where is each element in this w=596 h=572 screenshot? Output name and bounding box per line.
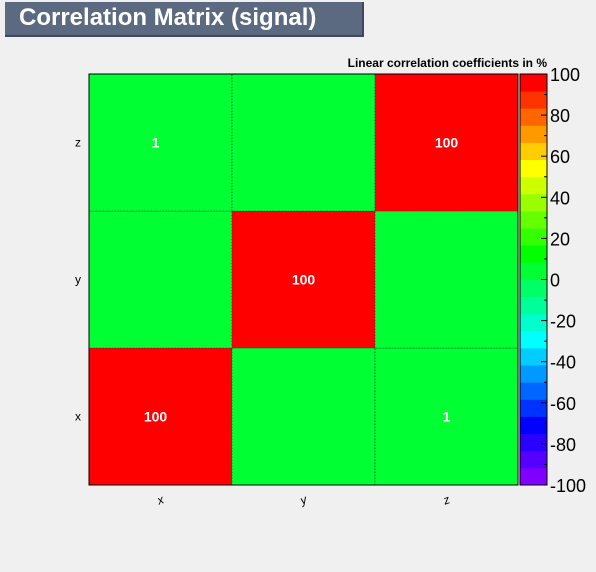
chart-title: Linear correlation coefficients in % xyxy=(348,56,548,70)
colorbar-tick-label: 40 xyxy=(550,188,570,208)
colorbar-segment xyxy=(520,142,547,161)
colorbar-segment xyxy=(520,313,547,332)
colorbar-segment xyxy=(520,348,547,366)
colorbar-segment xyxy=(520,433,547,452)
colorbar-segment xyxy=(520,382,547,400)
colorbar-segment xyxy=(520,365,547,383)
y-tick-label-z: z xyxy=(75,136,81,150)
cell-labels: 100 1 100 1 100 xyxy=(144,135,459,425)
colorbar-segment xyxy=(520,279,547,298)
colorbar-segment xyxy=(520,228,547,246)
cell-label-z-z: 100 xyxy=(435,135,459,151)
colorbar-segment xyxy=(520,245,547,263)
colorbar-tick-label: 60 xyxy=(550,147,570,167)
heatmap-cell-z-y xyxy=(374,210,519,349)
colorbar-segment xyxy=(520,108,547,126)
heatmap-cell-z-z xyxy=(374,73,519,212)
colorbar-segment xyxy=(520,330,547,349)
colorbar-tick-label: 0 xyxy=(550,271,560,291)
heatmap-cell-y-z xyxy=(231,73,376,212)
colorbar-segment xyxy=(520,399,547,417)
colorbar-ticks: 100 80 60 40 20 0 -20 -40 -60 -80 -100 xyxy=(541,65,586,496)
colorbar-segment xyxy=(520,262,547,280)
colorbar-tick-label: 80 xyxy=(550,106,570,126)
title-box: Correlation Matrix (signal) xyxy=(5,2,364,37)
colorbar-tick-label: -80 xyxy=(550,435,576,455)
colorbar-tick-label: 100 xyxy=(550,65,580,85)
x-tick-label-y: y xyxy=(297,492,309,508)
page-title: Correlation Matrix (signal) xyxy=(19,4,317,31)
colorbar-tick-label: -40 xyxy=(550,353,576,373)
colorbar-tick-label: -100 xyxy=(550,476,586,496)
colorbar-tick-label: -60 xyxy=(550,394,576,414)
colorbar-segment xyxy=(520,176,547,195)
colorbar-segment xyxy=(520,125,547,143)
colorbar-segment xyxy=(520,74,547,92)
colorbar-tick-label: -20 xyxy=(550,312,576,332)
colorbar-segment xyxy=(520,467,547,486)
colorbar-segment xyxy=(520,211,547,229)
colorbar-tick-label: 20 xyxy=(550,229,570,249)
colorbar-segment xyxy=(520,296,547,315)
x-tick-label-z: z xyxy=(440,492,451,508)
heatmap-cells xyxy=(88,73,519,486)
y-tick-label-x: x xyxy=(75,410,81,424)
cell-label-x-x: 100 xyxy=(144,409,168,425)
colorbar-segment xyxy=(520,416,547,435)
heatmap-cell-x-y xyxy=(88,210,233,349)
cell-label-y-y: 100 xyxy=(292,272,316,288)
heatmap-cell-y-x xyxy=(231,347,376,486)
cell-label-x-z: 1 xyxy=(152,135,160,151)
colorbar-segment xyxy=(520,91,547,109)
heatmap-cell-x-z xyxy=(88,73,233,212)
plot-frame xyxy=(88,73,519,486)
x-tick-label-x: x xyxy=(154,492,166,508)
cell-label-z-x: 1 xyxy=(443,409,451,425)
y-tick-label-y: y xyxy=(75,273,81,287)
colorbar-segment xyxy=(520,159,547,178)
colorbar-segment xyxy=(520,193,547,212)
colorbar-segment xyxy=(520,450,547,469)
